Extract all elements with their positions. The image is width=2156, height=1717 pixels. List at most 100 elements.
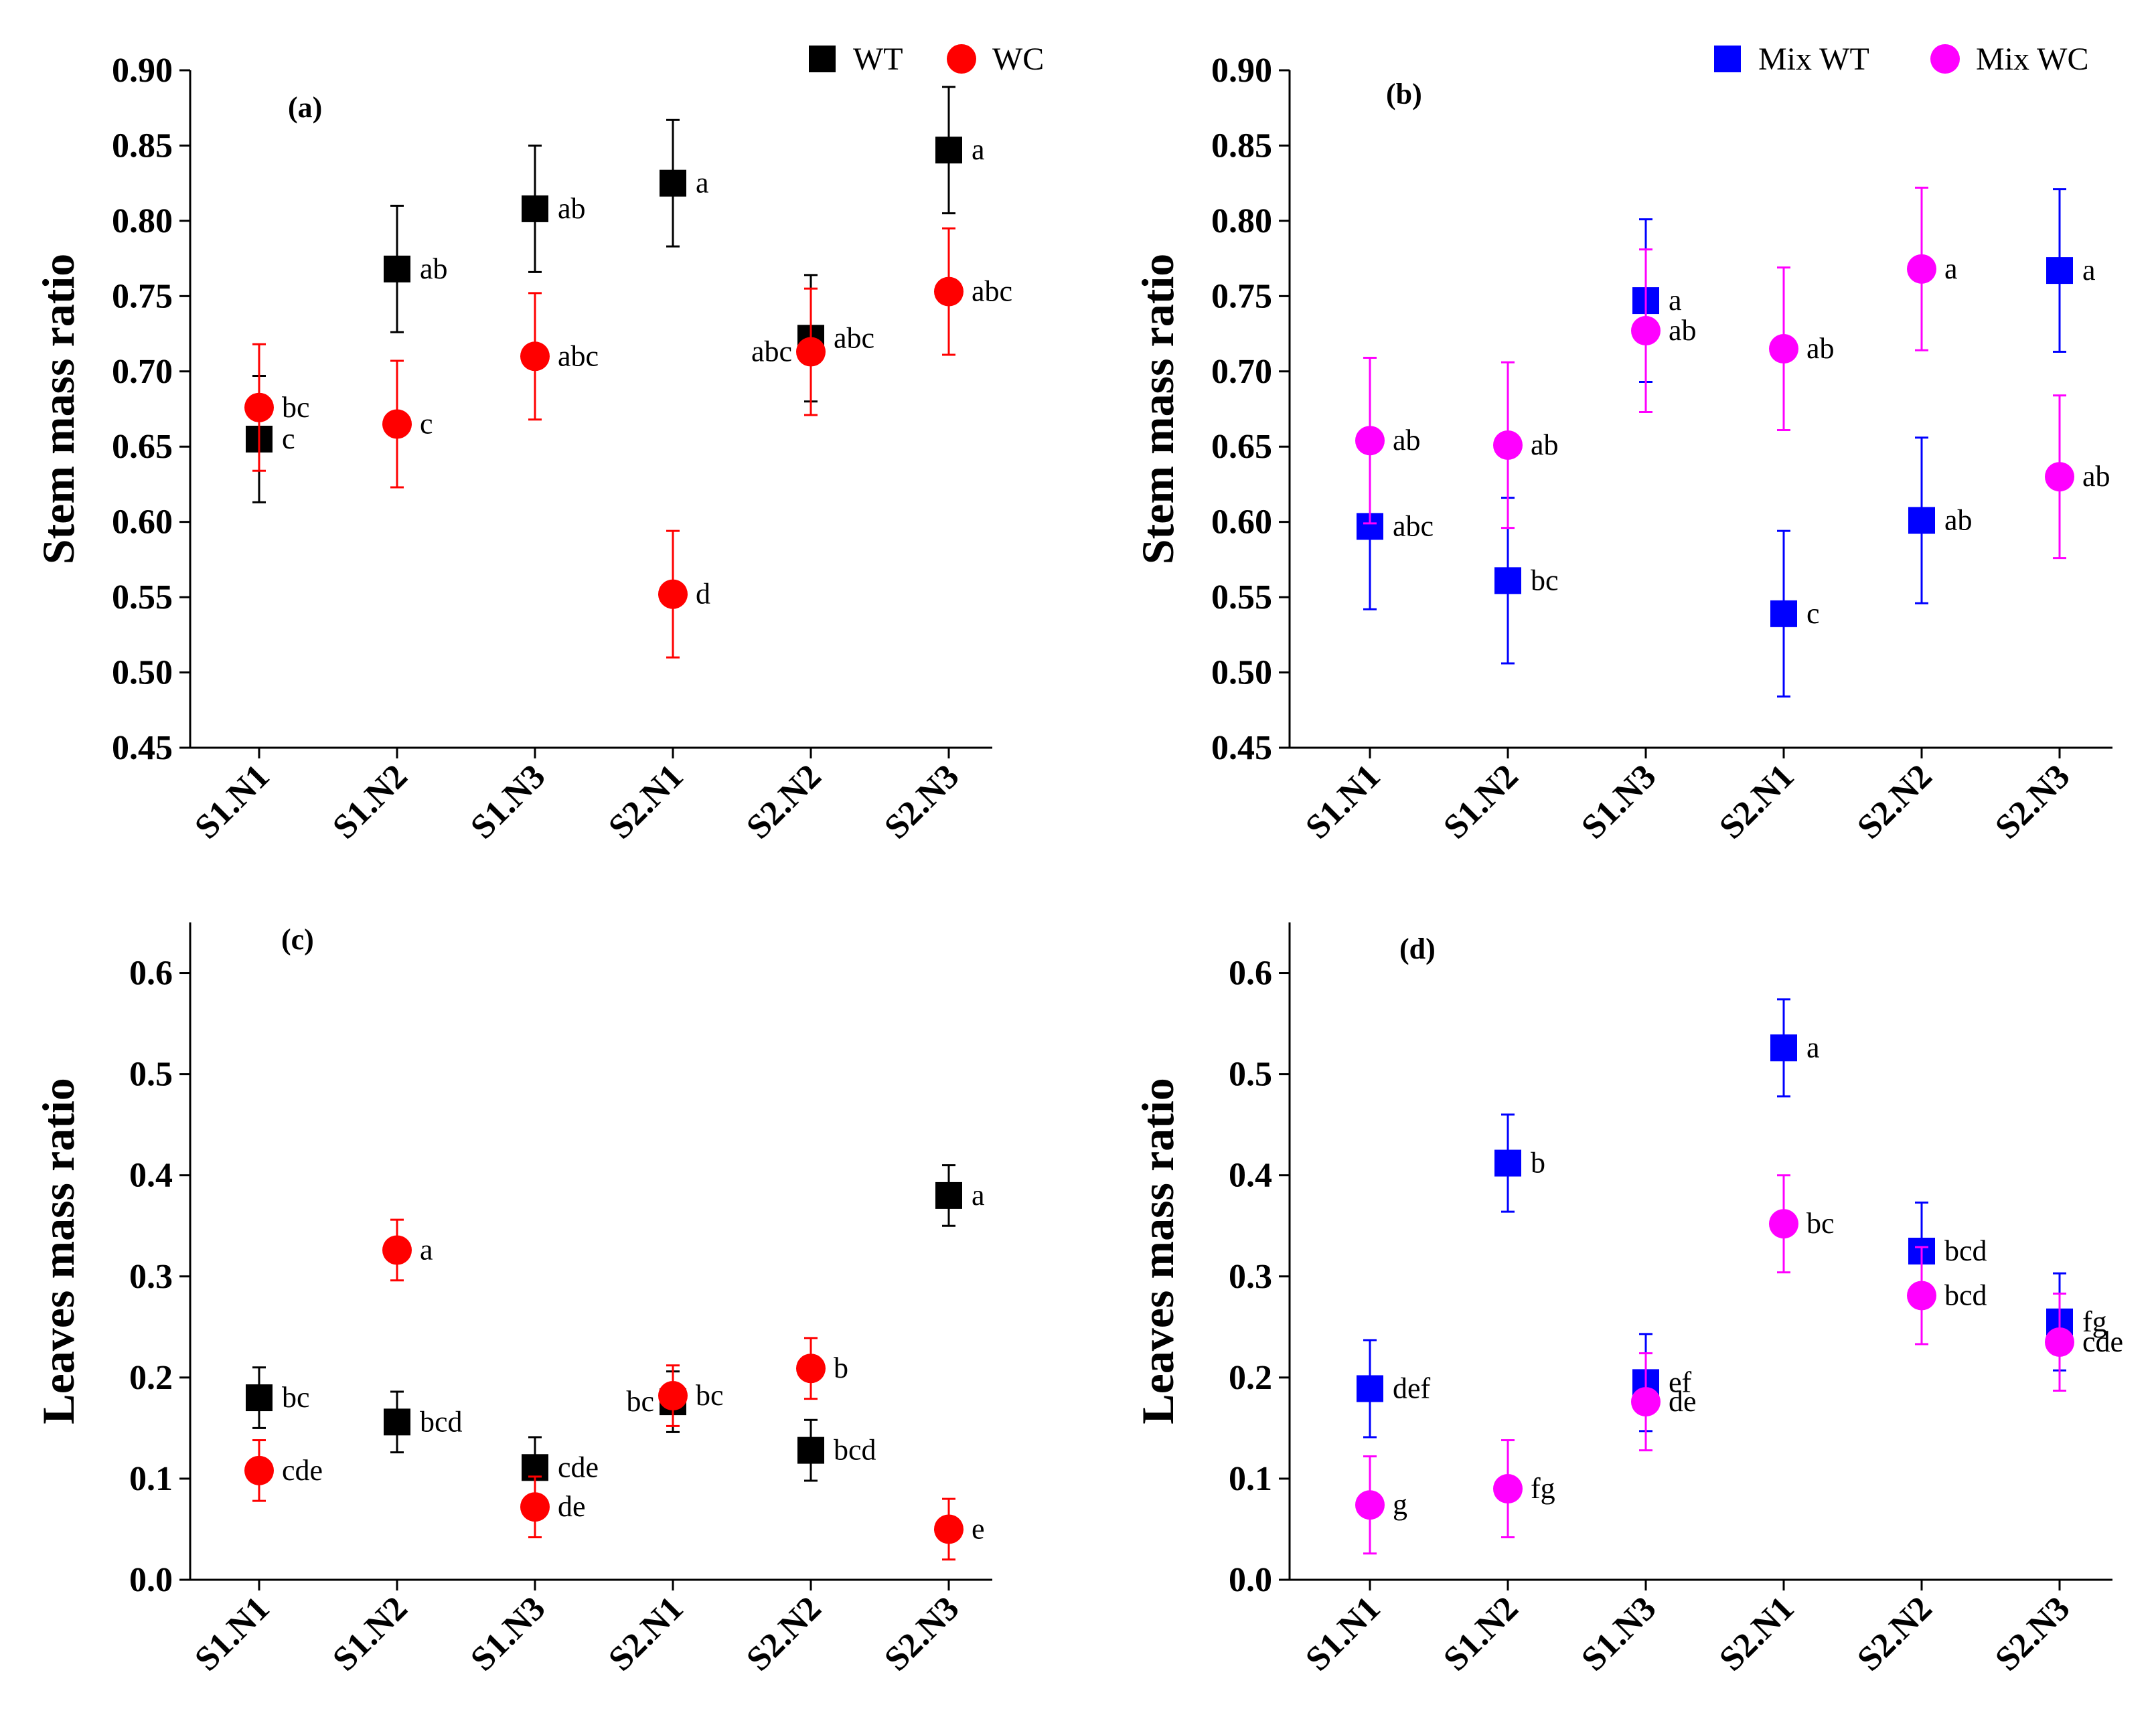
data-point-circle [2045,1327,2074,1357]
data-point-circle [244,392,274,422]
significance-letter: ab [420,252,448,285]
y-tick-label: 0.1 [1229,1460,1272,1498]
data-point-circle [382,1235,412,1265]
significance-letter: d [696,578,710,610]
data-point-circle [1631,316,1661,346]
panel-label: (d) [1399,932,1436,965]
data-point-square [246,1384,273,1412]
significance-letter: bc [696,1379,724,1412]
significance-letter: a [972,133,985,166]
data-point-circle [934,276,964,307]
series-wt: c ab ab a abc a [246,86,985,503]
data-point-square [1494,567,1521,594]
y-tick-label: 0.90 [112,52,173,90]
y-tick-label: 0.85 [112,127,173,165]
legend-marker-square [1714,46,1741,72]
data-point-square [1494,1149,1521,1177]
y-tick-label: 0.80 [1211,202,1272,240]
y-tick-label: 0.75 [112,277,173,315]
significance-letter: abc [834,321,874,354]
significance-letter: a [696,167,709,199]
y-tick-label: 0.65 [1211,428,1272,466]
data-point-square [1770,600,1797,627]
x-tick-label: S2.N2 [739,1589,828,1678]
x-tick-label: S1.N3 [463,757,552,846]
panel-label: (b) [1386,78,1422,110]
significance-letter: cde [558,1451,599,1483]
significance-letter: bc [282,1381,310,1414]
significance-letter: abc [972,275,1012,308]
significance-letter: ab [1944,503,1973,536]
y-tick-label: 0.4 [129,1157,173,1195]
data-point-square [2046,257,2073,284]
significance-letter: ab [2082,460,2110,493]
x-tick-label: S2.N3 [877,757,966,846]
significance-letter: cde [2082,1325,2123,1358]
significance-letter: b [1531,1147,1545,1179]
data-point-square [522,195,548,222]
y-tick-label: 0.3 [129,1258,173,1296]
series-mix-wc: g fg de bc bcd cde [1355,1174,2123,1555]
series-wc: cde a de bc b e [244,1218,985,1561]
significance-letter: ab [1531,428,1559,461]
data-point-circle [1769,1209,1798,1239]
legend-marker-circle [1930,44,1960,74]
x-tick-label: S2.N1 [1712,757,1801,846]
legend: Mix WT Mix WC [1714,42,2088,77]
legend-label: WT [853,42,903,77]
x-tick-label: S1.N3 [1574,1589,1663,1678]
x-tick-label: S1.N2 [325,1589,414,1678]
significance-letter: a [1669,284,1682,317]
panel-label: (c) [281,923,314,956]
data-point-square [384,1408,410,1436]
significance-letter: a [420,1233,433,1266]
data-point-circle [520,341,550,372]
y-tick-label: 0.3 [1229,1258,1272,1296]
significance-letter: abc [1393,509,1434,542]
panel-label: (a) [288,91,322,124]
x-tick-label: S1.N3 [463,1589,552,1678]
significance-letter: ab [1393,424,1421,457]
significance-letter: a [1944,252,1958,285]
y-tick-label: 0.6 [1229,955,1272,993]
significance-letter: bcd [420,1405,463,1438]
data-point-circle [1493,430,1523,460]
significance-letter: b [834,1352,848,1384]
y-tick-label: 0.50 [112,654,173,692]
data-point-square [935,1181,962,1209]
x-tick-label: S1.N2 [1436,757,1525,846]
data-point-circle [2045,462,2074,492]
data-point-circle [934,1514,964,1544]
x-tick-label: S1.N1 [1298,757,1387,846]
panel-d: 0.0 0.1 0.2 0.3 0.4 0.5 0.6 S1.N1 S1.N2 S1.N3 S2.N… [1132,922,2123,1678]
y-tick-label: 0.6 [129,955,173,993]
y-tick-label: 0.45 [112,729,173,767]
significance-letter: a [972,1179,985,1212]
significance-letter: cde [282,1454,323,1487]
significance-letter: bcd [1944,1234,1987,1267]
data-point-circle [520,1492,550,1522]
x-tick-label: S2.N2 [1850,1589,1939,1678]
x-tick-label: S2.N1 [1712,1589,1801,1678]
data-point-circle [382,409,412,439]
data-point-circle [658,579,688,609]
y-axis-title: Stem mass ratio [33,254,84,565]
y-tick-label: 0.75 [1211,277,1272,315]
y-tick-label: 0.1 [129,1460,173,1498]
legend-label: WC [992,42,1044,77]
significance-letter: g [1393,1488,1407,1521]
significance-letter: de [1669,1385,1697,1418]
x-tick-label: S2.N2 [1850,757,1939,846]
significance-letter: abc [751,335,792,368]
data-point-circle [1769,334,1798,364]
significance-letter: fg [1531,1472,1555,1505]
data-point-square [1357,1375,1383,1402]
y-tick-label: 0.2 [1229,1359,1272,1397]
y-axis-title: Leaves mass ratio [1132,1078,1183,1424]
significance-letter: bcd [834,1434,876,1467]
significance-letter: bc [1531,564,1559,596]
